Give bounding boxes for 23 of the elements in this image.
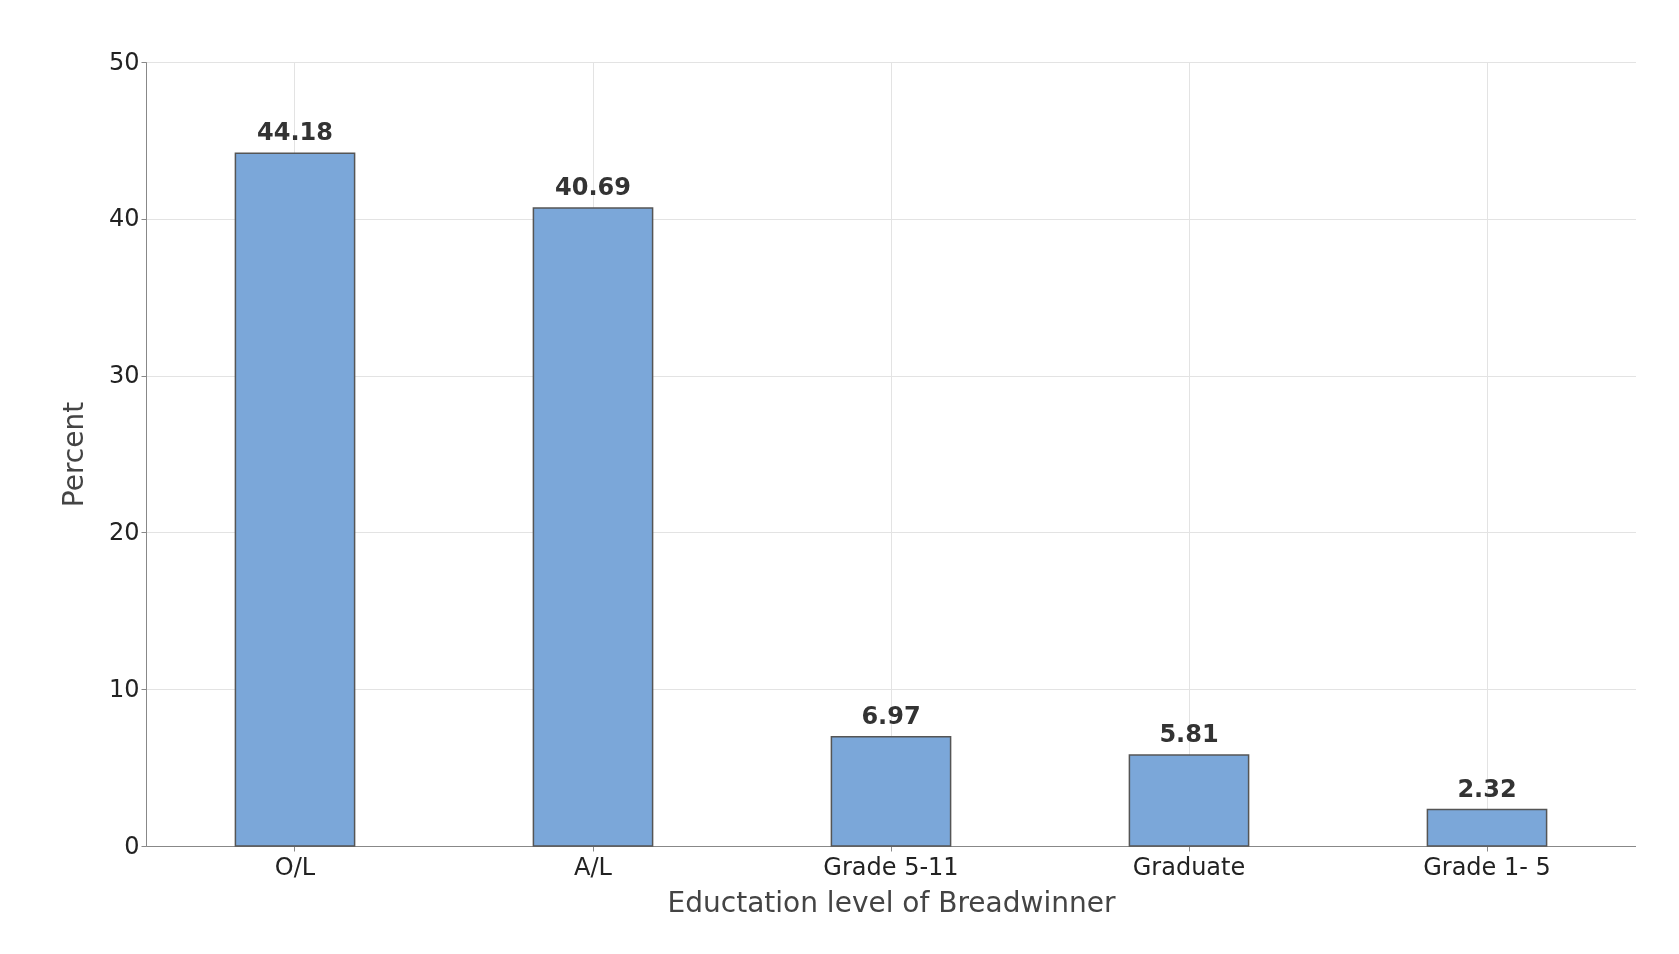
data-label: 5.81 [1159, 719, 1219, 748]
y-tick-label: 0 [124, 831, 140, 860]
data-label: 2.32 [1457, 774, 1517, 803]
bar [532, 207, 654, 847]
x-tick-label: A/L [574, 852, 613, 881]
x-tick-label: O/L [274, 852, 316, 881]
bar [234, 152, 356, 847]
bar [1426, 808, 1548, 847]
data-label: 44.18 [257, 118, 333, 147]
y-tick-label: 40 [108, 204, 140, 233]
x-tick-label: Grade 1- 5 [1423, 852, 1551, 881]
y-tick-label: 20 [108, 517, 140, 546]
y-tick-label: 50 [108, 47, 140, 76]
bar [830, 735, 952, 847]
data-label: 40.69 [555, 172, 631, 201]
data-label: 6.97 [861, 701, 921, 730]
x-tick-label: Graduate [1132, 852, 1246, 881]
x-axis-title: Eductation level of Breadwinner [667, 885, 1116, 919]
x-tick-label: Grade 5-11 [823, 852, 959, 881]
y-tick-label: 10 [108, 674, 140, 703]
y-axis-title: Percent [56, 401, 90, 508]
bar [1128, 754, 1250, 847]
y-tick-label: 30 [108, 361, 140, 390]
